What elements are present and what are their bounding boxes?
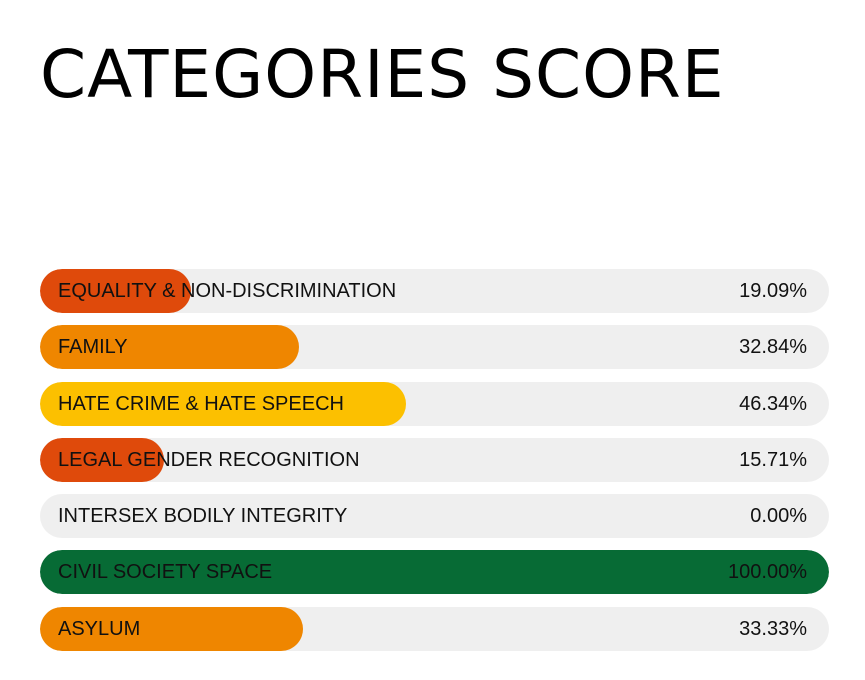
score-bar (40, 437, 164, 482)
score-row: LEGAL GENDER RECOGNITION 15.71% (40, 437, 829, 482)
score-value: 19.09% (739, 280, 807, 302)
score-value: 32.84% (739, 336, 807, 359)
category-label: LEGAL GENDER RECOGNITION (58, 448, 360, 471)
category-label: CIVIL SOCIETY SPACE (58, 561, 273, 584)
score-value: 100.00% (728, 561, 807, 584)
score-value: 33.33% (739, 617, 807, 640)
category-label: ASYLUM (58, 617, 141, 640)
score-value: 15.71% (739, 448, 807, 471)
score-value: 0.00% (750, 505, 807, 528)
score-row: ASYLUM 33.33% (40, 606, 829, 651)
score-value: 46.34% (739, 392, 807, 415)
score-bar (40, 269, 191, 313)
category-label: HATE CRIME & HATE SPEECH (58, 392, 344, 415)
score-row: INTERSEX BODILY INTEGRITY 0.00% (40, 494, 829, 539)
category-score-list: EQUALITY & NON-DISCRIMINATION 19.09% FAMIL… (40, 269, 829, 663)
score-row: EQUALITY & NON-DISCRIMINATION 19.09% (40, 269, 829, 313)
page-title: CATEGORIES SCORE (40, 36, 725, 113)
score-bar (40, 325, 300, 370)
category-label: EQUALITY & NON-DISCRIMINATION (58, 280, 397, 302)
score-row: CIVIL SOCIETY SPACE 100.00% (40, 550, 829, 595)
score-row: FAMILY 32.84% (40, 325, 829, 370)
score-bar (40, 381, 406, 426)
category-label: FAMILY (58, 336, 128, 359)
category-label: INTERSEX BODILY INTEGRITY (58, 505, 348, 528)
score-bar (40, 606, 303, 651)
score-bar (40, 550, 829, 595)
score-row: HATE CRIME & HATE SPEECH 46.34% (40, 381, 829, 426)
